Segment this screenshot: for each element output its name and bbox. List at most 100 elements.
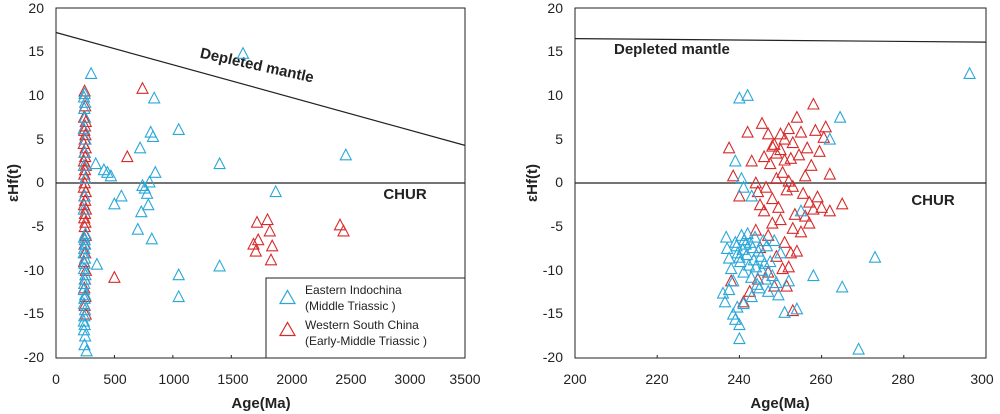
right-eastern-indochina-point — [730, 300, 744, 313]
left-eastern-indochina-point — [78, 171, 92, 184]
left-western-south-china-point — [78, 84, 92, 97]
right-eastern-indochina-point — [852, 342, 866, 355]
right-eastern-indochina-point — [794, 204, 808, 217]
right-western-south-china-point — [804, 158, 818, 171]
right-eastern-indochina-points — [716, 66, 977, 355]
right-eastern-indochina-point — [716, 286, 730, 299]
right-western-south-china-point — [782, 174, 796, 187]
left-eastern-indochina-point — [172, 267, 186, 281]
right-eastern-indochina-point — [756, 233, 770, 247]
right-eastern-indochina-point — [765, 268, 779, 282]
right-eastern-indochina-point — [724, 261, 738, 275]
left-eastern-indochina-point — [104, 169, 118, 182]
left-western-south-china-point — [107, 270, 121, 283]
right-depleted-mantle-line — [574, 38, 987, 43]
right-eastern-indochina-point — [790, 302, 804, 315]
right-chur-label: CHUR — [911, 192, 954, 209]
right-western-south-china-point — [784, 151, 798, 164]
left-eastern-indochina-point — [78, 110, 92, 123]
right-western-south-china-point — [788, 207, 802, 220]
right-eastern-indochina-point — [741, 88, 755, 101]
left-eastern-indochina-point — [134, 204, 148, 218]
left-eastern-indochina-point — [143, 175, 156, 188]
right-eastern-indochina-point — [732, 91, 746, 104]
right-eastern-indochina-point — [737, 265, 750, 278]
right-western-south-china-point — [771, 200, 785, 213]
left-eastern-indochina-point — [80, 344, 94, 357]
right-western-south-china-point — [776, 165, 790, 178]
right-x-tick-label-300: 300 — [970, 371, 994, 387]
left-eastern-indochina-point — [78, 302, 92, 316]
right-western-south-china-point — [761, 228, 775, 241]
left-eastern-indochina-point — [78, 272, 92, 285]
left-eastern-indochina-point — [213, 156, 227, 170]
left-eastern-indochina-point — [140, 186, 154, 199]
right-eastern-indochina-point — [806, 268, 820, 282]
right-western-south-china-point — [786, 221, 800, 234]
right-western-south-china-point — [774, 212, 787, 226]
right-western-south-china-point — [800, 141, 814, 154]
legend-eastern-indochina-marker — [278, 289, 297, 305]
right-western-south-china-point — [765, 139, 779, 152]
right-western-south-china-point — [778, 153, 792, 166]
left-eastern-indochina-point — [77, 202, 91, 215]
left-eastern-indochina-point — [77, 276, 91, 289]
right-eastern-indochina-point — [771, 288, 785, 301]
right-western-south-china-point — [808, 123, 822, 136]
right-western-south-china-point — [724, 274, 738, 287]
left-eastern-indochina-point — [146, 129, 160, 142]
right-western-south-china-point — [761, 127, 775, 140]
left-eastern-indochina-points — [77, 46, 353, 357]
right-western-south-china-point — [813, 144, 826, 157]
left-x-tick-label-3500: 3500 — [449, 371, 480, 387]
left-eastern-indochina-point — [114, 189, 128, 202]
right-y-tick-label-0: 0 — [555, 174, 563, 190]
left-eastern-indochina-point — [133, 141, 147, 154]
left-eastern-indochina-point — [131, 222, 145, 235]
right-western-south-china-point — [780, 183, 794, 196]
left-eastern-indochina-point — [236, 46, 250, 59]
right-western-south-china-point — [726, 169, 740, 182]
right-eastern-indochina-point — [719, 230, 733, 243]
left-depleted-mantle-line — [55, 31, 466, 146]
right-eastern-indochina-point — [759, 272, 773, 285]
right-eastern-indochina-point — [758, 256, 771, 269]
right-eastern-indochina-point — [732, 331, 746, 345]
left-chur-label: CHUR — [383, 186, 426, 203]
right-eastern-indochina-point — [749, 260, 763, 273]
right-western-south-china-point — [802, 216, 816, 229]
right-x-axis-title: Age(Ma) — [750, 395, 809, 412]
right-eastern-indochina-point — [778, 305, 792, 318]
left-x-tick-label-1000: 1000 — [158, 371, 189, 387]
left-x-tick-label-1500: 1500 — [217, 371, 248, 387]
legend-eastern-indochina-line2: (Middle Triassic ) — [305, 299, 396, 313]
right-eastern-indochina-point — [739, 237, 753, 250]
right-y-tick-label-minus10: -10 — [543, 262, 563, 278]
right-eastern-indochina-point — [823, 132, 837, 145]
left-eastern-indochina-point — [77, 296, 91, 310]
right-x-tick-label-240: 240 — [727, 371, 751, 387]
left-western-south-china-point — [251, 232, 265, 246]
right-western-south-china-point — [819, 120, 833, 133]
left-y-axis-title: εHf(t) — [5, 164, 22, 202]
left-eastern-indochina-point — [84, 66, 98, 79]
right-western-south-china-point — [782, 121, 796, 135]
legend-western-south-china-marker — [278, 321, 297, 337]
left-eastern-indochina-point — [141, 197, 155, 211]
right-western-south-china-point — [741, 125, 755, 138]
left-eastern-indochina-point — [78, 145, 92, 158]
right-eastern-indochina-point — [726, 274, 740, 287]
right-eastern-indochina-point — [728, 312, 742, 325]
right-western-south-china-point — [782, 260, 796, 273]
left-eastern-indochina-point — [77, 246, 91, 259]
right-western-south-china-point — [786, 303, 800, 317]
right-eastern-indochina-point — [740, 247, 754, 261]
left-y-tick-label-10: 10 — [28, 87, 44, 103]
left-eastern-indochina-point — [78, 317, 92, 331]
legend-eastern-indochina-line1: Eastern Indochina — [305, 283, 402, 297]
left-western-south-china-point — [261, 212, 274, 226]
right-depleted-mantle-label: Depleted mantle — [614, 41, 730, 58]
right-western-south-china-point — [774, 127, 787, 140]
left-western-south-china-point — [263, 224, 277, 237]
left-x-tick-label-0: 0 — [52, 371, 60, 387]
